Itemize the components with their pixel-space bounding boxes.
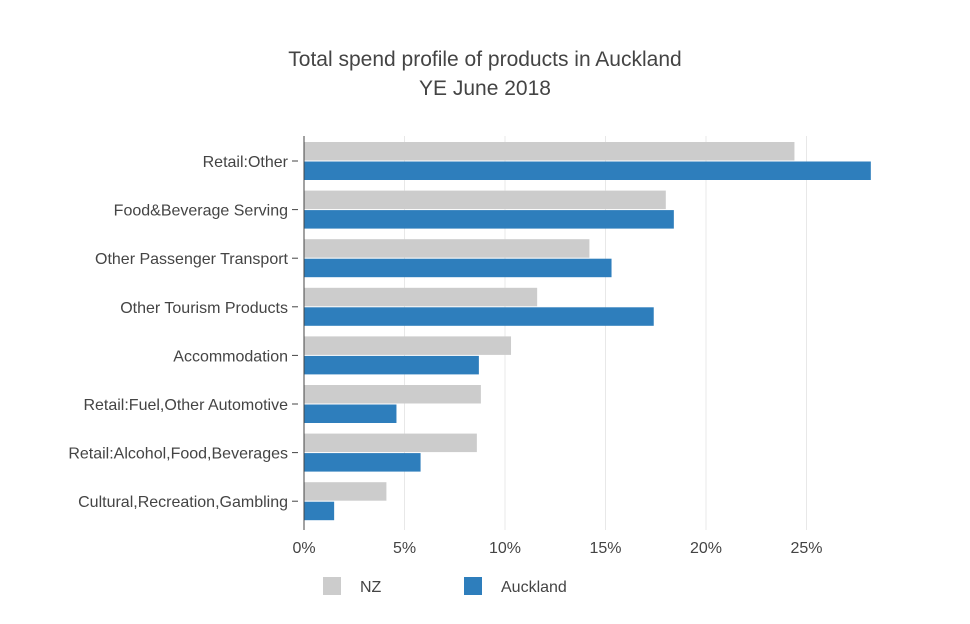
bar-nz-0 [304,142,795,161]
bar-auckland-0 [304,161,871,180]
x-tick-label: 25% [790,540,822,557]
bar-nz-3 [304,287,538,307]
y-tick-label: Other Tourism Products [120,300,288,317]
y-tick-label: Retail:Other [203,154,289,171]
bar-auckland-5 [304,404,397,423]
x-tick-label: 0% [292,540,315,557]
chart-subtitle: YE June 2018 [419,77,551,100]
y-tick-label: Other Passenger Transport [95,251,289,268]
bar-auckland-6 [304,453,421,472]
bar-nz-1 [304,190,666,210]
legend-label-auckland: Auckland [501,579,567,596]
y-tick-label: Cultural,Recreation,Gambling [78,494,288,511]
legend-label-nz: NZ [360,579,382,596]
bar-auckland-4 [304,355,479,375]
y-tick-label: Retail:Alcohol,Food,Beverages [68,446,288,463]
x-tick-label: 15% [589,540,621,557]
y-tick-label: Accommodation [173,348,288,365]
bar-auckland-3 [304,307,654,326]
bar-nz-5 [304,385,481,404]
bar-auckland-2 [304,258,612,278]
bar-nz-7 [304,482,387,501]
legend-swatch-nz [323,577,341,595]
x-tick-label: 5% [393,540,416,557]
bar-nz-2 [304,239,590,258]
x-tick-label: 10% [489,540,521,557]
y-tick-label: Retail:Fuel,Other Automotive [83,397,288,414]
y-tick-label: Food&Beverage Serving [114,203,288,220]
bar-auckland-1 [304,210,674,229]
chart-title: Total spend profile of products in Auckl… [288,48,682,71]
x-tick-label: 20% [690,540,722,557]
bar-nz-4 [304,336,512,355]
bar-nz-6 [304,433,477,453]
legend-swatch-auckland [464,577,482,595]
bar-auckland-7 [304,501,335,521]
